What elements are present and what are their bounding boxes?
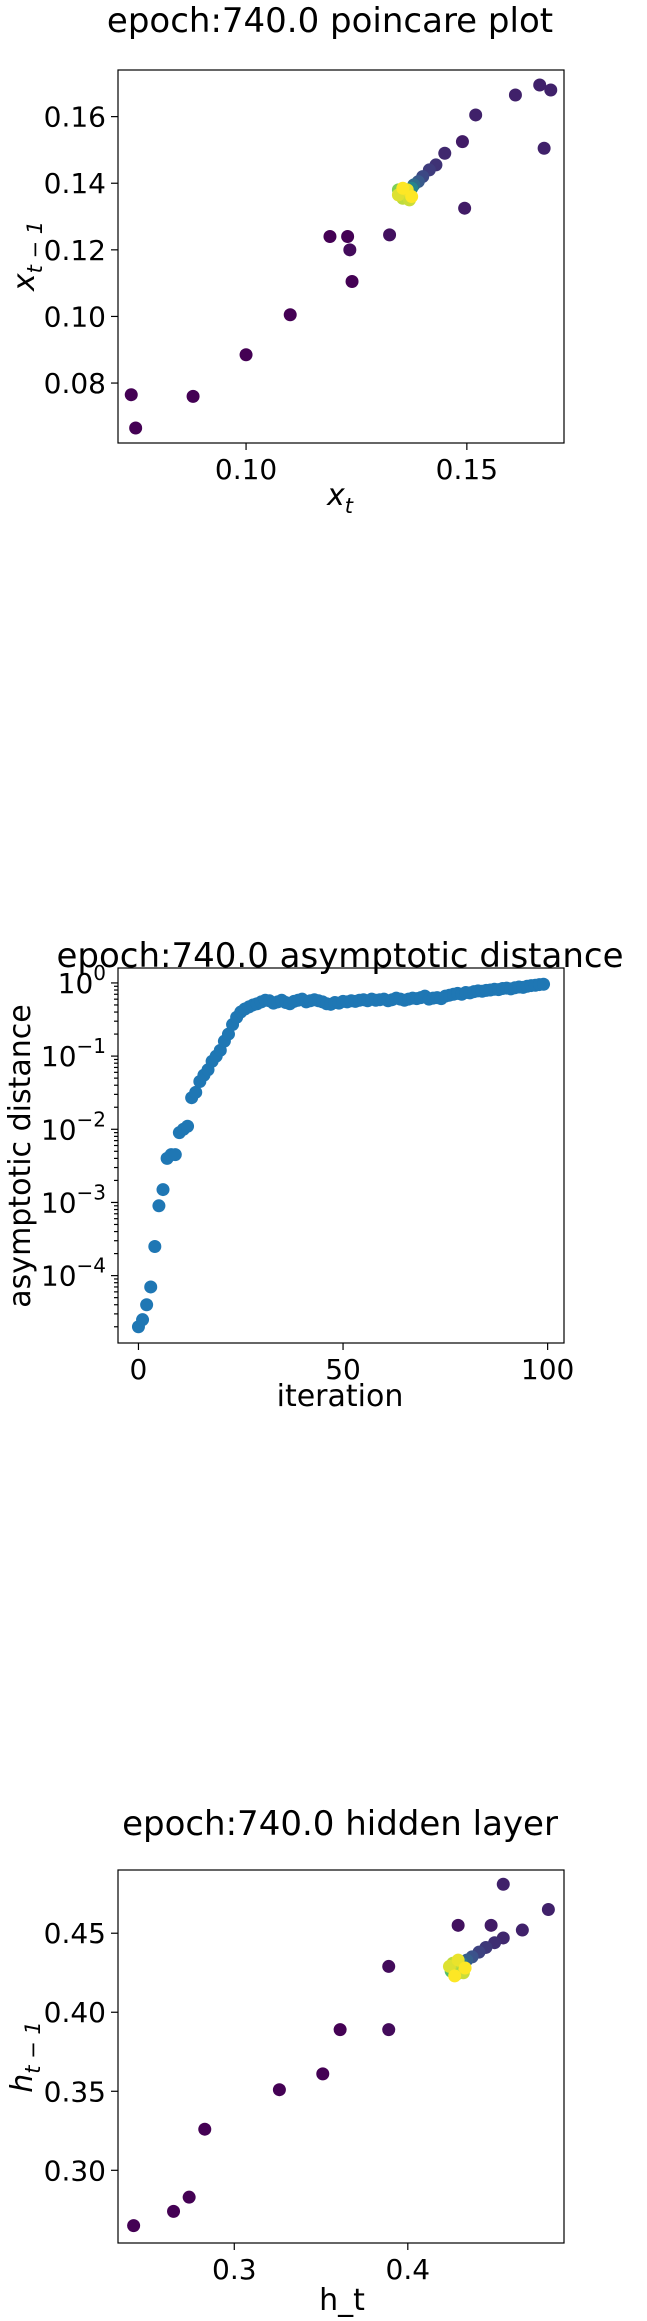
scatter-point: [283, 308, 297, 322]
poincare-points: [124, 78, 558, 435]
y-tick-label: 0.30: [44, 2154, 106, 2187]
poincare-x-ticks: 0.10 0.15: [215, 443, 498, 486]
asymptotic-x-label: iteration: [277, 1379, 404, 1414]
scatter-point: [541, 1903, 555, 1917]
asymptotic-panel: epoch:740.0 asymptotic distance 0 50 100 1…: [3, 936, 624, 1414]
scatter-point: [181, 1119, 195, 1133]
y-tick-label: 10−1: [41, 1034, 106, 1073]
scatter-point: [455, 135, 469, 149]
x-tick-label: 0.3: [212, 2253, 257, 2286]
y-tick-label: 10−3: [41, 1180, 106, 1219]
scatter-point: [272, 2083, 286, 2097]
scatter-point: [469, 108, 483, 122]
hidden-y-label: ht − 1: [5, 2021, 45, 2093]
scatter-point: [140, 1298, 154, 1312]
scatter-point: [186, 389, 200, 403]
scatter-point: [458, 201, 472, 215]
scatter-point: [508, 88, 522, 102]
scatter-point: [383, 228, 397, 242]
scatter-point: [129, 421, 143, 435]
poincare-panel: epoch:740.0 poincare plot 0.10 0.15 0.080…: [7, 1, 565, 518]
scatter-point: [345, 274, 359, 288]
hidden-x-label: h_t: [319, 2283, 365, 2318]
hidden-layer-panel: epoch:740.0 hidden layer 0.3 0.4 0.30 0.35…: [5, 1804, 565, 2318]
scatter-point: [544, 83, 558, 97]
scatter-point: [198, 2122, 212, 2136]
scatter-point: [448, 1969, 462, 1983]
scatter-point: [124, 388, 138, 402]
hidden-points: [127, 1877, 555, 2233]
scatter-point: [405, 190, 419, 204]
asymptotic-y-label: asymptotic distance: [3, 1004, 38, 1307]
scatter-point: [451, 1918, 465, 1932]
hidden-axes-frame: [117, 1869, 565, 2244]
poincare-y-label: xt − 1: [7, 221, 47, 292]
scatter-point: [144, 1280, 158, 1294]
y-tick-label: 0.35: [44, 2075, 106, 2108]
y-tick-label: 0.40: [44, 1996, 106, 2029]
chart-title-asymptotic: epoch:740.0 asymptotic distance: [57, 936, 624, 976]
x-tick-label: 100: [521, 1353, 574, 1386]
x-tick-label: 0: [130, 1353, 148, 1386]
scatter-point: [167, 2204, 181, 2218]
scatter-point: [341, 230, 355, 244]
hidden-x-ticks: 0.3 0.4: [212, 2243, 430, 2286]
scatter-point: [396, 181, 410, 195]
asymptotic-x-ticks: 0 50 100: [130, 1343, 574, 1386]
hidden-y-ticks: 0.30 0.35 0.40 0.45: [44, 1917, 118, 2187]
x-tick-label: 0.15: [436, 453, 498, 486]
scatter-point: [152, 1199, 166, 1213]
asymptotic-points: [131, 977, 551, 1334]
poincare-y-ticks: 0.08 0.10 0.12 0.14 0.16: [44, 101, 118, 400]
y-tick-label: 0.08: [44, 367, 106, 400]
scatter-point: [484, 1918, 498, 1932]
y-tick-label: 0.10: [44, 300, 106, 333]
chart-title-poincare: epoch:740.0 poincare plot: [107, 1, 553, 41]
scatter-point: [537, 977, 551, 991]
scatter-point: [333, 2023, 347, 2037]
asymptotic-y-ticks: 10−4 10−3 10−2 10−1 100: [41, 961, 118, 1328]
scatter-point: [182, 2190, 196, 2204]
scatter-point: [148, 1240, 162, 1254]
scatter-point: [537, 141, 551, 155]
y-tick-label: 10−4: [41, 1254, 106, 1293]
chart-title-hidden: epoch:740.0 hidden layer: [122, 1804, 558, 1844]
scatter-point: [323, 230, 337, 244]
scatter-point: [496, 1877, 510, 1891]
scatter-point: [189, 1085, 203, 1099]
y-tick-label: 100: [58, 961, 106, 1000]
scatter-point: [438, 146, 452, 160]
scatter-point: [343, 243, 357, 257]
scatter-point: [382, 2023, 396, 2037]
scatter-point: [127, 2219, 141, 2233]
x-tick-label: 0.4: [386, 2253, 431, 2286]
y-tick-label: 0.12: [44, 234, 106, 267]
scatter-point: [382, 1959, 396, 1973]
x-tick-label: 50: [325, 1353, 361, 1386]
scatter-point: [156, 1183, 170, 1197]
scatter-point: [136, 1313, 150, 1327]
scatter-point: [458, 1961, 472, 1975]
y-tick-label: 0.45: [44, 1917, 106, 1950]
x-tick-label: 0.10: [215, 453, 277, 486]
y-tick-label: 10−2: [41, 1107, 106, 1146]
scatter-point: [316, 2067, 330, 2081]
scatter-point: [515, 1923, 529, 1937]
scatter-point: [168, 1148, 182, 1162]
asymptotic-axes-frame: [117, 967, 565, 1344]
scatter-point: [239, 348, 253, 362]
poincare-axes-frame: [117, 69, 565, 444]
scatter-point: [533, 78, 547, 92]
y-tick-label: 0.14: [44, 167, 106, 200]
y-tick-label: 0.16: [44, 101, 106, 134]
poincare-x-label: xt: [326, 478, 354, 518]
